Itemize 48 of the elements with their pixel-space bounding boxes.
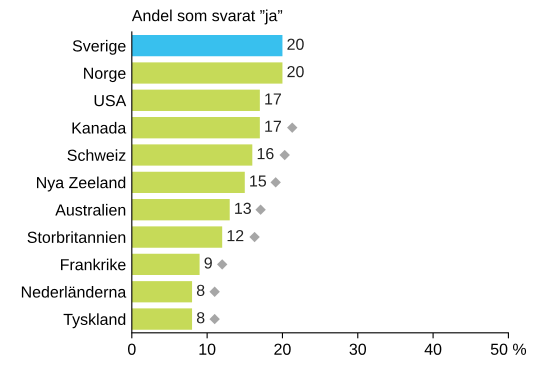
y-tick-label: Frankrike [61,258,126,270]
bar [132,281,192,302]
bar [132,117,260,138]
bar [132,226,222,248]
x-tick-label: 0 [128,344,136,355]
y-tick-label: Australien [55,204,126,216]
bar [132,34,282,56]
point [270,177,281,188]
data-label: 8 [196,284,204,296]
x-tick-label: 20 [274,344,291,355]
chart-title: Andel som svarat ”ja” [132,10,282,24]
data-label: 17 [265,120,281,132]
point [249,232,260,242]
bar [132,144,252,166]
data-label: 17 [265,93,281,104]
point [255,204,266,215]
y-tick-label: Sverige [72,40,126,55]
bar [132,90,260,111]
y-tick-label: USA [94,94,126,106]
data-label: 16 [258,148,274,160]
bar [132,62,282,84]
bar [132,308,192,330]
bar [132,172,245,194]
x-tick-label: 40 [424,344,442,355]
data-label: 20 [287,66,304,78]
data-label: 20 [287,38,304,50]
point [209,286,220,297]
y-tick-label: Norge [84,68,126,82]
data-label: 13 [235,202,251,214]
x-tick-label: 10 [199,344,216,355]
point [280,150,290,160]
bar [132,199,230,220]
x-tick-label: 50 % [490,344,526,355]
x-tick-label: 30 [349,344,366,355]
point [217,259,228,270]
y-tick-label: Storbritannien [28,231,126,243]
data-label: 9 [204,257,212,269]
y-tick-label: Tyskland [64,313,126,328]
point [287,122,298,133]
bar [132,254,200,276]
y-tick-label: Schweiz [68,149,126,161]
data-label: 8 [196,312,204,324]
point [209,314,220,324]
y-tick-label: Nederländerna [22,286,126,298]
y-tick-label: Nya Zeeland [37,176,126,192]
y-tick-label: Kanada [72,122,126,134]
data-label: 12 [228,230,244,242]
data-label: 15 [250,176,266,187]
